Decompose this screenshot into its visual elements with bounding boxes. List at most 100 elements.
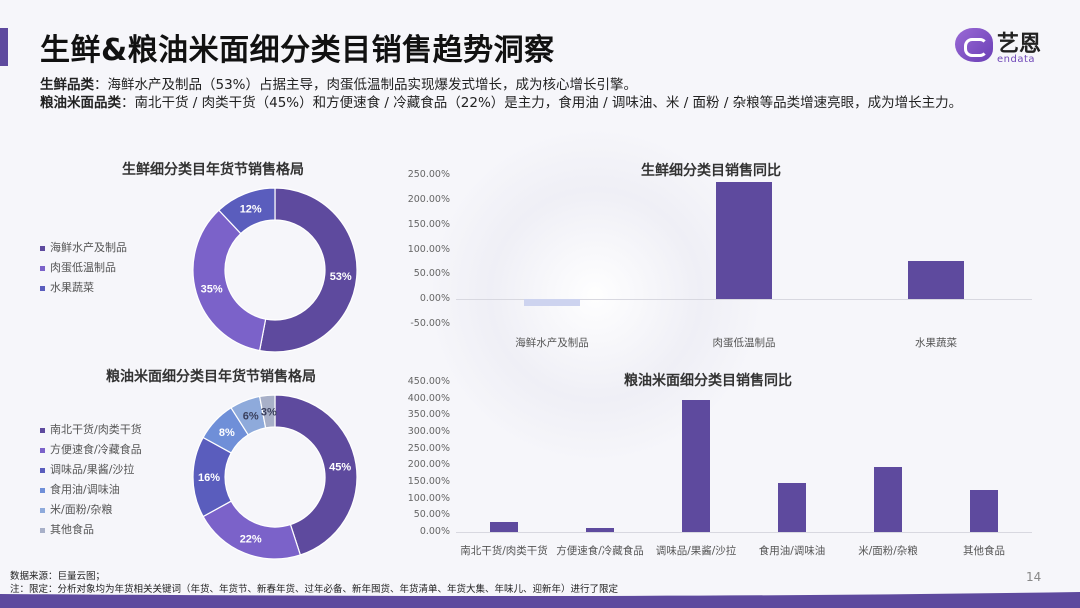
donut-slice-label: 6%: [243, 411, 259, 423]
x-category-label: 调味品/果酱/沙拉: [655, 545, 737, 557]
x-category-label: 海鲜水产及制品: [515, 337, 589, 349]
logo-text-cn: 艺恩: [997, 32, 1042, 57]
legend-swatch-icon: [40, 285, 45, 291]
y-tick-label: 50.00%: [413, 268, 450, 280]
legend-label: 其他食品: [50, 523, 94, 536]
donut-slice: [192, 209, 267, 352]
donut-slice-label: 35%: [201, 283, 223, 295]
summary-text: 生鲜品类：海鲜水产及制品（53%）占据主导，肉蛋低温制品实现爆发式增长，成为核心…: [40, 76, 1040, 112]
data-note: 注：限定：分析对象均为年货相关关键词（年货、年货节、新春年货、过年必备、新年囤货…: [10, 584, 619, 595]
y-tick-label: 150.00%: [407, 476, 450, 487]
y-tick-label: 350.00%: [407, 409, 450, 421]
bar-fresh-title: 生鲜细分类目销售同比: [641, 163, 781, 179]
bar: [716, 181, 772, 300]
y-tick-label: 50.00%: [413, 509, 450, 521]
legend-label: 方便速食/冷藏食品: [50, 443, 142, 456]
y-tick-label: 200.00%: [407, 193, 450, 205]
donut-slice-label: 45%: [329, 462, 351, 474]
y-tick-label: 0.00%: [419, 293, 450, 305]
legend-item: 肉蛋低温制品: [40, 258, 127, 278]
legend-swatch-icon: [40, 487, 45, 493]
donut-slice: [202, 500, 302, 560]
donut-grain-chart: 45% 22% 16% 8% 6% 3%: [190, 392, 360, 562]
y-tick-label: -50.00%: [410, 318, 450, 329]
donut-slice-label: 3%: [261, 406, 277, 418]
legend-swatch-icon: [40, 507, 45, 513]
legend-item: 水果蔬菜: [40, 278, 127, 298]
legend-swatch-icon: [40, 447, 45, 453]
title-accent-bar: [0, 28, 8, 66]
summary-line-grain: 粮油米面品类：南北干货 / 肉类干货（45%）和方便速食 / 冷藏食品（22%）…: [40, 94, 1040, 112]
summary-body-grain: ：南北干货 / 肉类干货（45%）和方便速食 / 冷藏食品（22%）是主力，食用…: [121, 95, 963, 111]
donut-fresh-legend: 海鲜水产及制品 肉蛋低温制品水果蔬菜: [40, 238, 127, 298]
logo-text-en: endata: [997, 54, 1036, 65]
y-tick-label: 100.00%: [407, 243, 450, 255]
legend-item: 米/面粉/杂粮: [40, 500, 142, 520]
x-category-label: 南北干货/肉类干货: [460, 545, 548, 557]
legend-label: 调味品/果酱/沙拉: [50, 463, 135, 476]
donut-slice: [258, 394, 276, 429]
donut-slice-label: 8%: [219, 427, 235, 439]
bar: [874, 467, 902, 532]
y-tick-label: 200.00%: [407, 459, 450, 471]
bar: [490, 522, 518, 532]
bar: [586, 527, 614, 532]
bar: [524, 299, 580, 307]
legend-label: 南北干货/肉类干货: [50, 423, 142, 436]
donut-slice: [274, 394, 358, 556]
footer-wave-band: [0, 592, 1080, 608]
donut-slice-label: 22%: [240, 533, 262, 545]
donut-slice-label: 53%: [330, 271, 352, 283]
x-category-label: 其他食品: [963, 545, 1005, 557]
x-axis-baseline: [456, 299, 1032, 301]
legend-item: 海鲜水产及制品: [40, 238, 127, 258]
x-category-label: 米/面粉/杂粮: [858, 545, 918, 557]
x-category-label: 食用油/调味油: [758, 545, 826, 557]
donut-slice-label: 16%: [198, 472, 220, 484]
legend-item: 南北干货/肉类干货: [40, 420, 142, 440]
summary-body-fresh: ：海鲜水产及制品（53%）占据主导，肉蛋低温制品实现爆发式增长，成为核心增长引擎…: [94, 77, 638, 93]
logo-e-icon: [955, 28, 993, 62]
donut-grain-title: 粮油米面细分类目年货节销售格局: [106, 369, 316, 385]
legend-item: 方便速食/冷藏食品: [40, 440, 142, 460]
bar: [908, 261, 964, 300]
donut-slice-label: 12%: [240, 204, 262, 216]
x-category-label: 方便速食/冷藏食品: [556, 545, 644, 557]
data-source: 数据来源：巨量云图；: [10, 571, 106, 582]
legend-swatch-icon: [40, 265, 45, 271]
summary-label-fresh: 生鲜品类: [40, 77, 94, 93]
legend-item: 其他食品: [40, 520, 142, 540]
legend-label: 食用油/调味油: [50, 483, 120, 496]
legend-swatch-icon: [40, 427, 45, 433]
donut-fresh-chart: 53% 35% 12%: [190, 185, 360, 355]
y-tick-label: 150.00%: [407, 218, 450, 230]
bar: [778, 483, 806, 532]
x-category-label: 肉蛋低温制品: [712, 337, 776, 349]
legend-swatch-icon: [40, 467, 45, 473]
y-tick-label: 450.00%: [407, 376, 450, 387]
x-category-label: 水果蔬菜: [915, 337, 957, 349]
legend-label: 海鲜水产及制品: [50, 241, 127, 254]
bar: [682, 400, 710, 532]
legend-item: 食用油/调味油: [40, 480, 142, 500]
footer-note: 数据来源：巨量云图； 注：限定：分析对象均为年货相关关键词（年货、年货节、新春年…: [10, 570, 618, 596]
donut-slice: [258, 187, 358, 353]
endata-logo: 艺恩 endata: [955, 26, 1070, 68]
y-tick-label: 100.00%: [407, 492, 450, 504]
legend-item: 调味品/果酱/沙拉: [40, 460, 142, 480]
page-number: 14: [1026, 570, 1042, 584]
legend-label: 肉蛋低温制品: [50, 261, 116, 274]
legend-swatch-icon: [40, 527, 45, 533]
donut-fresh-title: 生鲜细分类目年货节销售格局: [122, 162, 304, 178]
page-title: 生鲜&粮油米面细分类目销售趋势洞察: [40, 33, 555, 68]
donut-slice: [218, 187, 276, 235]
legend-swatch-icon: [40, 245, 45, 251]
bar-grain-title: 粮油米面细分类目销售同比: [624, 373, 792, 389]
y-tick-label: 250.00%: [407, 442, 450, 454]
y-tick-label: 300.00%: [407, 426, 450, 437]
y-tick-label: 250.00%: [407, 169, 450, 180]
x-axis-baseline: [456, 532, 1032, 533]
y-tick-label: 0.00%: [419, 526, 450, 537]
donut-grain-legend: 南北干货/肉类干货 方便速食/冷藏食品 调味品/果酱/沙拉 食用油/调味油米/面粉/杂…: [40, 420, 142, 540]
bar: [970, 490, 998, 532]
